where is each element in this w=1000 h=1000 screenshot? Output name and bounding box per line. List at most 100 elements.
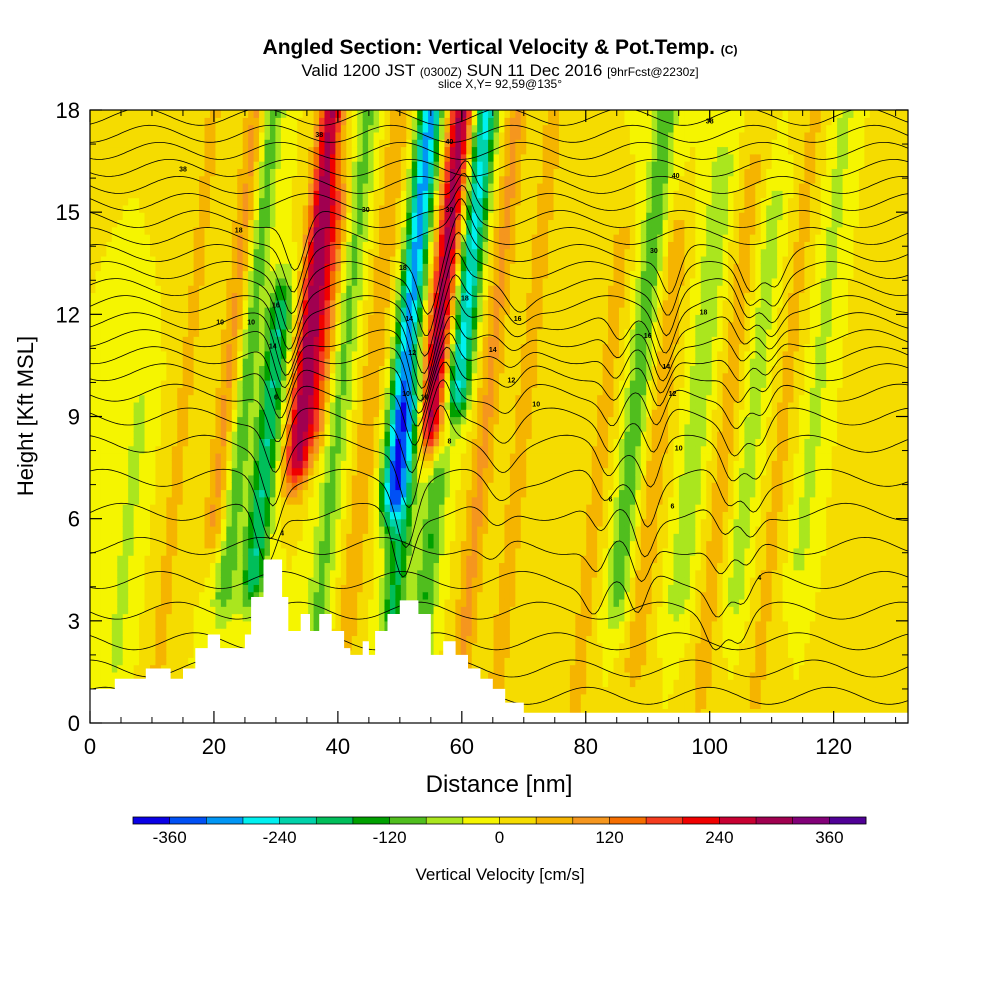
velocity-cell [313,533,320,542]
velocity-cell [188,110,195,118]
velocity-cell [215,489,222,498]
velocity-cell [199,255,206,264]
velocity-cell [368,131,375,140]
velocity-cell [297,511,304,520]
velocity-cell [373,547,380,556]
velocity-cell [406,292,413,301]
velocity-cell [368,562,375,571]
velocity-cell [406,321,413,330]
velocity-cell [379,409,386,418]
velocity-cell [302,584,309,593]
velocity-cell [329,591,336,600]
velocity-cell [188,212,195,221]
velocity-cell [182,555,189,564]
velocity-cell [182,255,189,264]
velocity-cell [395,496,402,505]
velocity-cell [215,110,222,118]
velocity-cell [100,285,107,294]
velocity-cell [237,642,244,651]
velocity-cell [117,350,124,359]
velocity-cell [242,175,249,184]
velocity-cell [122,117,129,126]
velocity-cell [351,504,358,512]
velocity-cell [144,577,151,585]
velocity-cell [368,358,375,367]
velocity-cell [373,175,380,184]
velocity-cell [122,212,129,221]
velocity-cell [106,664,113,673]
velocity-cell [269,387,277,396]
velocity-cell [155,387,162,396]
velocity-cell [340,423,347,432]
velocity-cell [199,153,206,162]
velocity-cell [379,321,386,330]
velocity-cell [204,226,211,235]
velocity-cell [389,117,396,126]
velocity-cell [406,452,413,461]
velocity-cell [171,409,178,418]
velocity-cell [144,299,151,308]
velocity-cell [166,518,173,527]
velocity-cell [340,336,347,345]
velocity-cell [155,613,162,622]
velocity-cell [133,628,140,637]
velocity-cell [324,212,331,221]
velocity-cell [171,255,178,264]
velocity-cell [237,467,244,476]
velocity-cell [226,467,233,476]
velocity-cell [346,577,353,585]
velocity-cell [166,445,173,454]
velocity-cell [188,190,195,199]
velocity-cell [220,438,227,447]
velocity-cell [177,540,184,549]
velocity-cell [117,489,124,498]
velocity-cell [248,562,255,571]
velocity-cell [188,241,195,250]
velocity-cell [149,190,157,199]
velocity-cell [149,175,157,184]
velocity-cell [286,299,293,308]
velocity-cell [188,525,195,534]
velocity-cell [128,234,135,242]
velocity-cell [373,460,380,469]
velocity-cell [362,168,369,177]
velocity-cell [346,584,353,593]
velocity-cell [340,555,347,564]
velocity-cell [122,620,129,629]
velocity-cell [144,657,151,666]
velocity-cell [177,277,184,286]
velocity-cell [209,365,217,374]
velocity-cell [313,569,320,578]
velocity-cell [215,226,222,235]
velocity-cell [117,321,124,330]
velocity-cell [100,628,107,637]
velocity-cell [297,146,304,155]
velocity-cell [166,438,173,447]
velocity-cell [149,504,157,512]
velocity-cell [313,380,320,388]
velocity-cell [346,285,353,294]
velocity-cell [291,613,298,622]
velocity-cell [215,533,222,542]
velocity-cell [329,540,336,549]
velocity-cell [275,431,282,439]
velocity-cell [291,474,298,483]
velocity-cell [351,204,358,213]
velocity-cell [379,190,386,199]
velocity-cell [111,168,118,177]
velocity-cell [389,496,396,505]
velocity-cell [100,321,107,330]
velocity-cell [209,168,217,177]
velocity-cell [297,394,304,403]
velocity-cell [319,139,326,148]
velocity-cell [117,445,124,454]
velocity-cell [220,416,227,425]
velocity-cell [209,131,217,140]
velocity-cell [128,547,135,556]
velocity-cell [379,146,386,155]
velocity-cell [302,401,309,410]
velocity-cell [133,204,140,213]
velocity-cell [122,255,129,264]
velocity-cell [215,168,222,177]
velocity-cell [144,263,151,272]
